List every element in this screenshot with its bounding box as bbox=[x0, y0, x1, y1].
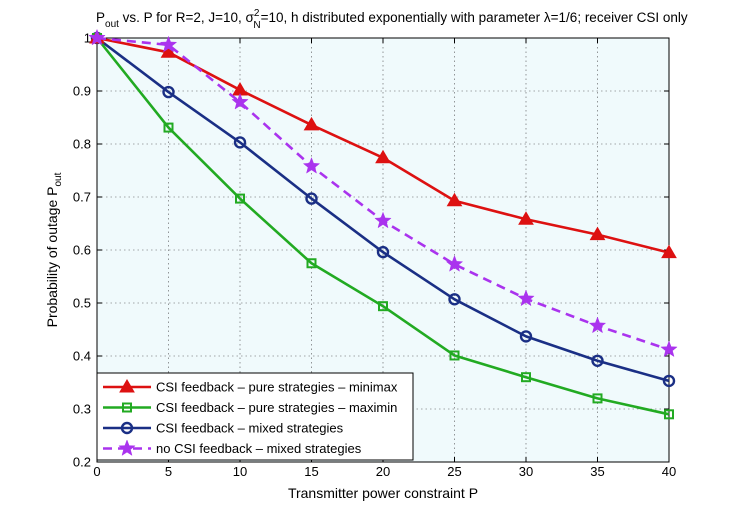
y-tick-label: 0.8 bbox=[73, 137, 91, 152]
legend-item: no CSI feedback – mixed strategies bbox=[103, 439, 362, 456]
x-tick-label: 20 bbox=[376, 464, 390, 479]
series-star bbox=[88, 28, 678, 358]
data-point-triangle bbox=[518, 211, 534, 225]
data-point-square bbox=[664, 409, 674, 420]
data-point-star bbox=[302, 157, 321, 174]
y-tick-label: 0.9 bbox=[73, 84, 91, 99]
y-tick-label: 1 bbox=[84, 31, 91, 46]
data-point-star bbox=[374, 211, 392, 229]
data-point-star bbox=[517, 289, 535, 307]
legend-item: CSI feedback – pure strategies – maximin bbox=[103, 400, 397, 415]
data-point-circle bbox=[662, 374, 676, 388]
x-tick-label: 10 bbox=[233, 464, 247, 479]
legend-label: no CSI feedback – mixed strategies bbox=[156, 441, 362, 456]
data-point-triangle bbox=[160, 44, 177, 58]
data-point-square bbox=[122, 402, 132, 413]
legend-label: CSI feedback – pure strategies – maximin bbox=[156, 400, 397, 415]
data-point-triangle bbox=[446, 192, 463, 207]
data-point-star bbox=[588, 316, 607, 334]
data-point-square bbox=[521, 372, 531, 383]
y-tick-label: 0.2 bbox=[73, 455, 91, 470]
data-point-circle bbox=[233, 136, 247, 149]
data-point-triangle bbox=[589, 226, 606, 241]
data-point-square bbox=[449, 350, 460, 361]
data-point-star bbox=[660, 340, 678, 358]
x-axis-label: Transmitter power constraint P bbox=[288, 485, 478, 501]
x-tick-label: 25 bbox=[447, 464, 461, 479]
data-point-square bbox=[592, 393, 603, 404]
y-tick-label: 0.4 bbox=[73, 349, 91, 364]
data-point-triangle bbox=[375, 149, 391, 164]
data-point-square bbox=[235, 193, 245, 204]
y-tick-label: 0.7 bbox=[73, 190, 91, 205]
data-point-star bbox=[445, 255, 464, 272]
x-tick-label: 5 bbox=[165, 464, 172, 479]
legend-label: CSI feedback – mixed strategies bbox=[156, 421, 344, 436]
series-line bbox=[96, 36, 670, 383]
data-point-square bbox=[306, 258, 317, 269]
data-point-star bbox=[88, 28, 106, 46]
data-point-circle bbox=[376, 245, 390, 259]
legend: CSI feedback – pure strategies – minimax… bbox=[96, 372, 414, 461]
y-tick-label: 0.6 bbox=[73, 243, 91, 258]
legend-label: CSI feedback – pure strategies – minimax bbox=[156, 380, 398, 395]
data-point-triangle bbox=[119, 379, 135, 393]
legend-item: CSI feedback – mixed strategies bbox=[103, 421, 344, 436]
y-tick-label: 0.5 bbox=[73, 296, 91, 311]
data-point-circle bbox=[448, 293, 461, 306]
data-point-circle bbox=[519, 330, 533, 343]
series-line bbox=[95, 37, 670, 416]
data-point-square bbox=[163, 122, 174, 133]
data-point-star bbox=[159, 35, 178, 53]
series-lines bbox=[88, 28, 678, 420]
data-point-circle bbox=[305, 192, 318, 205]
series-square bbox=[92, 33, 674, 420]
chart-title: Pout vs. P for R=2, J=10, σ2 N=10, h dist… bbox=[96, 8, 688, 31]
data-point-triangle bbox=[661, 244, 677, 259]
data-point-star bbox=[231, 92, 249, 110]
legend-item: CSI feedback – pure strategies – minimax bbox=[103, 379, 398, 395]
data-point-star bbox=[118, 439, 136, 456]
x-tick-label: 0 bbox=[93, 464, 100, 479]
data-point-triangle bbox=[303, 116, 320, 131]
x-tick-label: 15 bbox=[304, 464, 318, 479]
y-axis-label: Probability of outage Pout bbox=[44, 172, 64, 327]
data-point-circle bbox=[591, 354, 604, 367]
data-point-circle bbox=[120, 421, 134, 435]
x-tick-label: 30 bbox=[519, 464, 533, 479]
x-tick-label: 35 bbox=[590, 464, 604, 479]
x-tick-label: 40 bbox=[662, 464, 676, 479]
axis-ticks: 0 5 10 15 20 25 30 35 40 0.2 0.3 0.4 0.5 0.6 0.7 0.8 0.9… bbox=[73, 31, 676, 480]
y-tick-label: 0.3 bbox=[73, 402, 91, 417]
data-point-square bbox=[378, 301, 388, 312]
data-point-circle bbox=[162, 85, 175, 99]
